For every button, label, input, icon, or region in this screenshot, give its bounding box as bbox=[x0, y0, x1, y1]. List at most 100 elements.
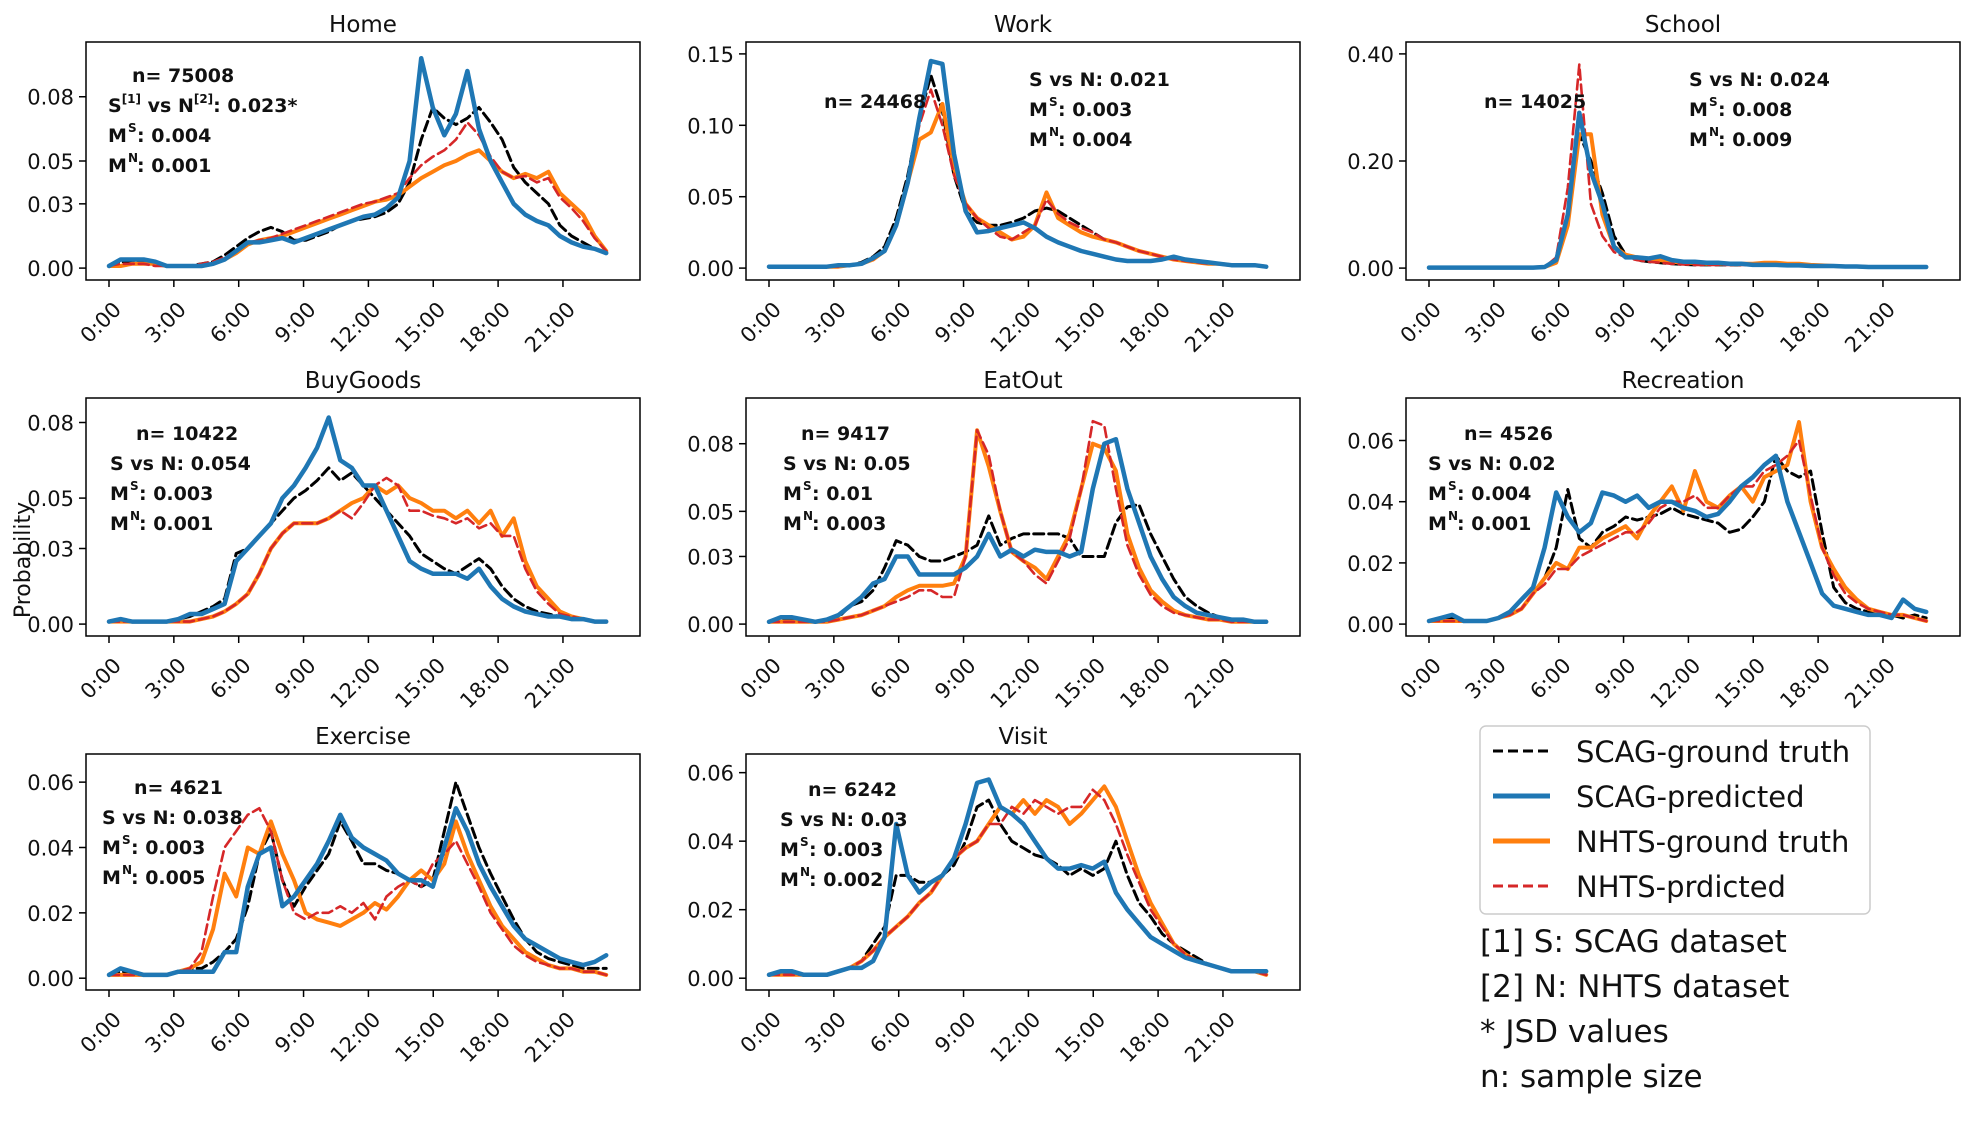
series-line-nhts-pred bbox=[107, 806, 608, 977]
annotation-ms: M bbox=[1428, 483, 1447, 505]
series-line-nhts-gt bbox=[1427, 132, 1929, 270]
subplot-recreation: Recreation 0.00 0.02 0.04 0.06 0:00 3:00 6:00 9:… bbox=[1347, 368, 1961, 713]
annotation-jsd: S vs N: 0.024 bbox=[1689, 69, 1830, 91]
annotation-jsd: S vs N: 0.054 bbox=[110, 453, 251, 475]
x-tick-label: 18:00 bbox=[1775, 653, 1835, 713]
y-tick-label: 0.06 bbox=[1347, 430, 1394, 454]
annotation-mn-sup: N bbox=[1049, 125, 1059, 139]
x-tick-label: 15:00 bbox=[390, 653, 450, 713]
annotation-ms-sup: S bbox=[1709, 95, 1718, 109]
x-tick-label: 3:00 bbox=[1461, 653, 1511, 703]
y-tick-label: 0.03 bbox=[687, 545, 734, 569]
y-tick-label: 0.05 bbox=[27, 150, 74, 174]
x-tick-label: 6:00 bbox=[1525, 653, 1575, 703]
x-tick-label: 12:00 bbox=[326, 297, 386, 357]
annotation-mn: M bbox=[102, 867, 121, 889]
x-tick-label: 6:00 bbox=[1525, 297, 1575, 347]
y-tick-label: 0.05 bbox=[27, 487, 74, 511]
footnote-s: [1] S: SCAG dataset bbox=[1480, 924, 1787, 960]
annotation-ms: M bbox=[1029, 99, 1048, 121]
y-tick-label: 0.00 bbox=[687, 967, 734, 991]
annotation-ms-value: : 0.004 bbox=[1457, 483, 1531, 505]
x-tick-label: 6:00 bbox=[205, 297, 255, 347]
series-line-scag-pred bbox=[106, 806, 609, 978]
annotation-mn-sup: N bbox=[130, 509, 140, 523]
x-tick-label: 6:00 bbox=[865, 297, 915, 347]
subplot-title: Home bbox=[329, 12, 397, 38]
x-tick-label: 9:00 bbox=[270, 297, 320, 347]
x-tick-label: 12:00 bbox=[326, 653, 386, 713]
subplot-title: EatOut bbox=[983, 368, 1062, 394]
annotation-mn-sup: N bbox=[1709, 125, 1719, 139]
annotation-n: n= 14025 bbox=[1484, 91, 1586, 113]
x-tick-label: 15:00 bbox=[390, 297, 450, 357]
subplot-visit: Visit 0.00 0.02 0.04 0.06 0:00 3:00 6:00 9:00 12:… bbox=[687, 724, 1301, 1067]
x-tick-label: 12:00 bbox=[326, 1007, 386, 1067]
x-tick-label: 21:00 bbox=[520, 653, 580, 713]
y-tick-label: 0.05 bbox=[687, 186, 734, 210]
annotation-mn-value: : 0.001 bbox=[139, 513, 213, 535]
subplot-title: Exercise bbox=[315, 724, 411, 750]
annotation-ms: M bbox=[1689, 99, 1708, 121]
axes-frame bbox=[1405, 397, 1961, 637]
annotation-mn-sup: N bbox=[800, 865, 810, 879]
x-tick-label: 12:00 bbox=[986, 297, 1046, 357]
x-tick-label: 0:00 bbox=[1396, 653, 1446, 703]
axes-frame bbox=[85, 41, 641, 281]
y-tick-label: 0.00 bbox=[27, 613, 74, 637]
y-tick-label: 0.00 bbox=[687, 257, 734, 281]
annotation-mn: M bbox=[780, 869, 799, 891]
y-tick-label: 0.02 bbox=[1347, 552, 1394, 576]
annotation-ms: M bbox=[783, 483, 802, 505]
annotation-jsd: S vs N: 0.05 bbox=[783, 453, 911, 475]
series-line-nhts-pred bbox=[767, 419, 1268, 624]
x-tick-label: 9:00 bbox=[270, 1007, 320, 1057]
annotation-jsd: S vs N: 0.03 bbox=[780, 809, 908, 831]
annotation-jsd: S vs N: 0.021 bbox=[1029, 69, 1170, 91]
x-tick-label: 6:00 bbox=[865, 1007, 915, 1057]
x-tick-label: 21:00 bbox=[1840, 653, 1900, 713]
subplot-title: Work bbox=[994, 12, 1053, 38]
subplot-title: School bbox=[1645, 12, 1721, 38]
y-tick-label: 0.08 bbox=[687, 433, 734, 457]
y-tick-label: 0.00 bbox=[27, 257, 74, 281]
x-tick-label: 0:00 bbox=[1396, 297, 1446, 347]
annotation-mn-value: : 0.001 bbox=[1457, 513, 1531, 535]
x-tick-label: 0:00 bbox=[736, 297, 786, 347]
y-tick-label: 0.04 bbox=[687, 830, 734, 854]
y-tick-label: 0.15 bbox=[687, 43, 734, 67]
annotation-ms-value: : 0.004 bbox=[137, 125, 211, 147]
annotation-mn: M bbox=[1428, 513, 1447, 535]
axes-frame bbox=[745, 753, 1301, 991]
legend-label-scag-gt: SCAG-ground truth bbox=[1576, 735, 1850, 769]
x-tick-label: 3:00 bbox=[141, 653, 191, 703]
series-line-nhts-pred bbox=[1427, 439, 1928, 623]
annotation-ms-sup: S bbox=[800, 835, 809, 849]
legend-frame bbox=[1479, 725, 1871, 915]
x-tick-label: 18:00 bbox=[1775, 297, 1835, 357]
y-tick-label: 0.05 bbox=[687, 500, 734, 524]
annotation-mn: M bbox=[1689, 129, 1708, 151]
footnotes: [1] S: SCAG dataset [2] N: NHTS dataset … bbox=[1480, 920, 1789, 1100]
annotation-ms: M bbox=[110, 483, 129, 505]
x-tick-label: 21:00 bbox=[520, 297, 580, 357]
series-line-scag-pred bbox=[766, 58, 1269, 269]
y-tick-label: 0.06 bbox=[687, 762, 734, 786]
series-line-scag-pred bbox=[766, 777, 1269, 978]
x-tick-label: 9:00 bbox=[930, 297, 980, 347]
annotation-ms-sup: S bbox=[1448, 479, 1457, 493]
x-tick-label: 21:00 bbox=[1180, 653, 1240, 713]
footnote-sample-size: n: sample size bbox=[1480, 1059, 1703, 1095]
annotation-ms-sup: S bbox=[803, 479, 812, 493]
annotation-mn: M bbox=[1029, 129, 1048, 151]
x-tick-label: 15:00 bbox=[1710, 297, 1770, 357]
x-tick-label: 6:00 bbox=[205, 1007, 255, 1057]
axes-frame bbox=[85, 753, 641, 991]
y-tick-label: 0.40 bbox=[1347, 43, 1394, 67]
x-tick-label: 0:00 bbox=[736, 653, 786, 703]
